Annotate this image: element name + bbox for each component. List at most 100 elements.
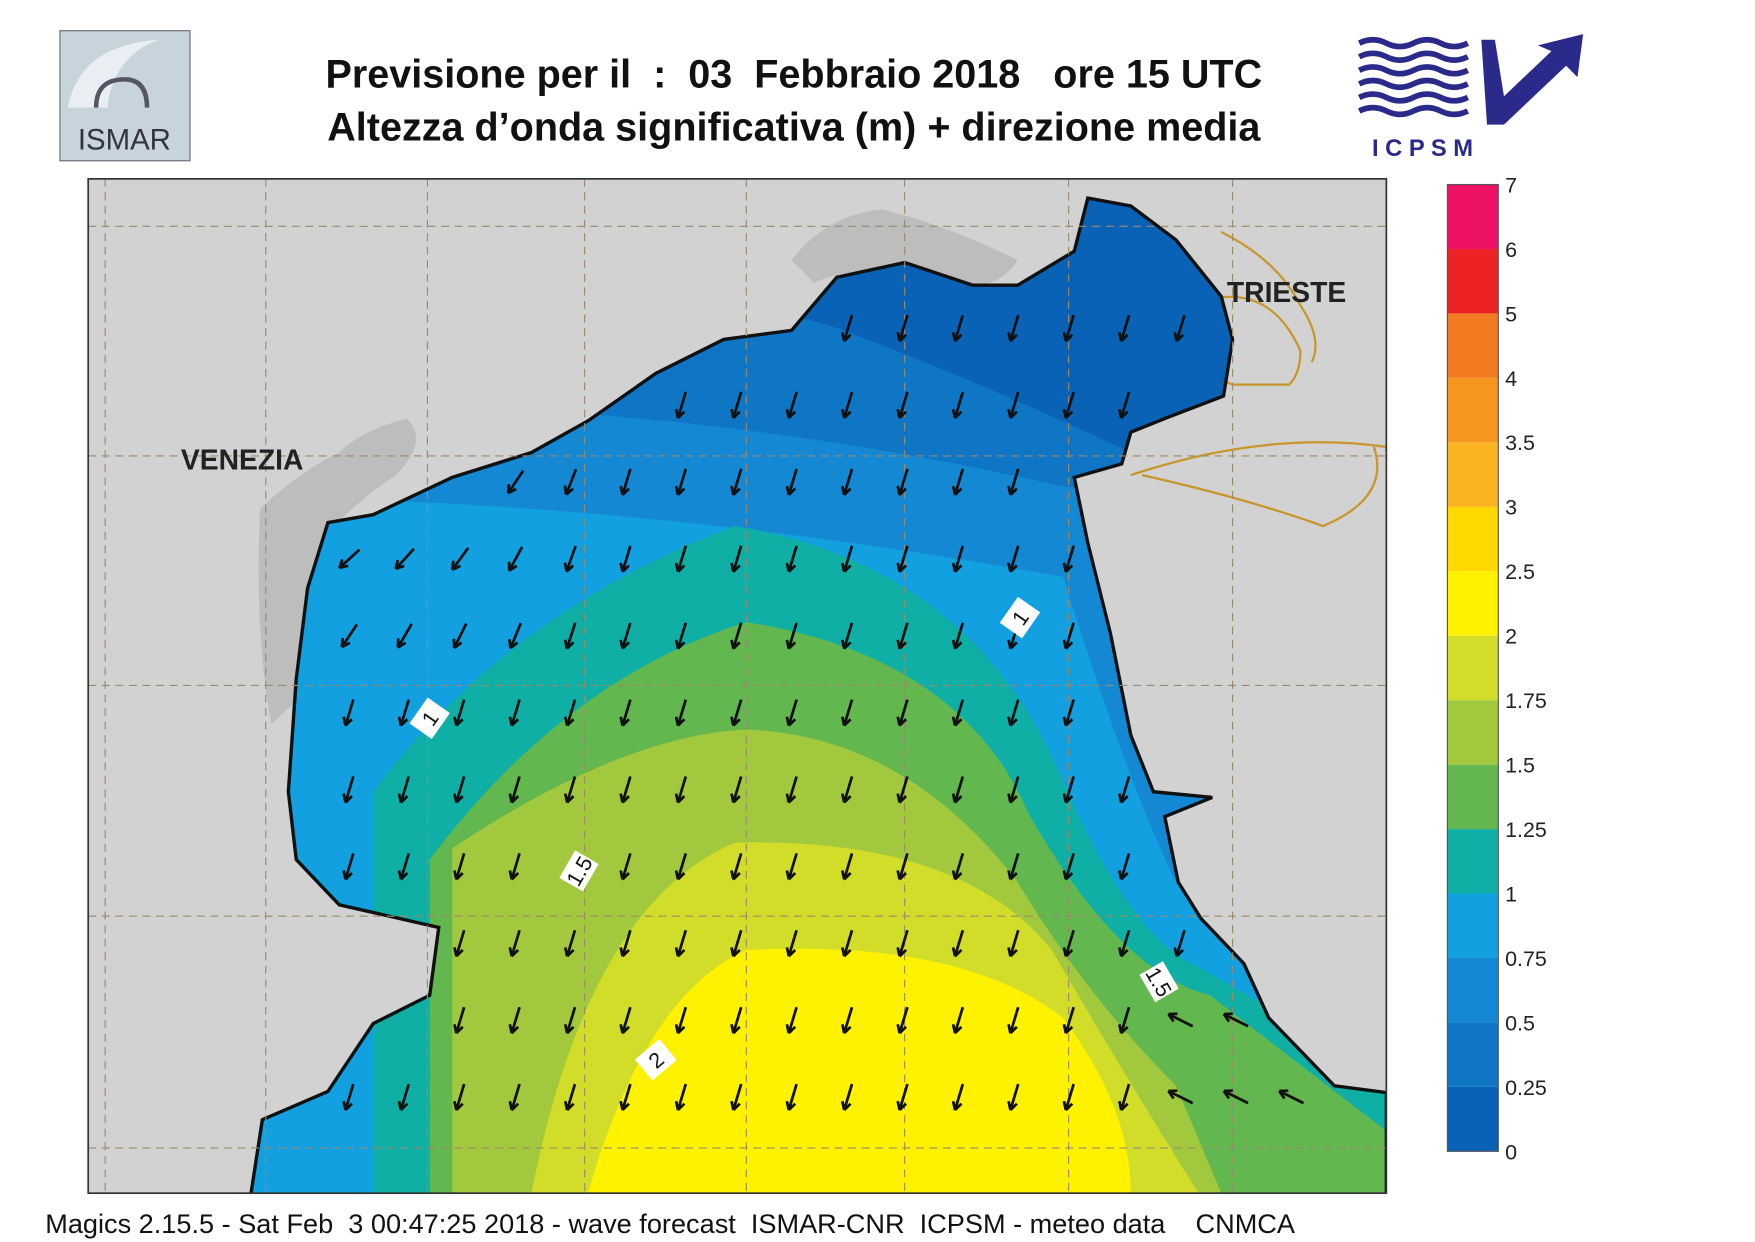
colorbar-label: 0.25 [1505,1076,1547,1100]
colorbar-label: 1 [1505,882,1517,906]
arrow [397,776,411,804]
arrow [730,929,743,958]
arrow [785,391,798,419]
arrow [619,929,632,958]
colorbar-band [1447,764,1499,830]
arrow [785,699,798,727]
arrow [841,776,854,804]
arrow [342,1083,355,1112]
arrow [1118,852,1131,881]
logo-text: ISMAR [78,123,171,156]
ismar-logo: ISMAR [59,30,191,162]
contour-label-bg [999,596,1041,639]
arrow [841,1006,854,1035]
arrow [1278,1089,1305,1105]
arrow [397,699,411,727]
arrow [951,314,965,343]
arrow [674,468,688,496]
arrow [1118,1006,1131,1035]
arrow [841,622,854,650]
arrow [951,1083,965,1112]
arrow [896,1083,909,1112]
arrow [1118,776,1131,804]
contour-label-bg [409,697,450,740]
arrow [1062,852,1075,881]
arrow [619,699,632,727]
border [1220,230,1317,363]
arrow [674,699,688,727]
colorbar-band [1447,893,1499,958]
icpsm-logo: I C P S M [1357,34,1584,162]
arrow [785,776,798,804]
arrow [841,468,854,496]
arrow [508,776,521,804]
arrow [896,699,909,727]
colorbar-band [1447,829,1499,894]
arrow [674,1083,688,1112]
arrow [730,468,743,496]
arrow [619,545,632,573]
arrow [951,776,965,804]
arrow [453,852,466,881]
arrow [563,776,577,804]
footer: Magics 2.15.5 - Sat Feb 3 00:47:25 2018 … [45,1208,1296,1239]
arrow [563,468,578,496]
arrow [674,852,688,881]
colorbar-band [1447,442,1499,507]
arrow [507,546,524,572]
arrow [396,623,413,649]
arrow [508,1006,521,1035]
arrow [619,776,632,804]
arrow [841,1083,854,1112]
colorbar-band [1447,957,1499,1023]
arrow [674,545,688,573]
colorbar-label: 1.5 [1505,754,1535,778]
arrow [563,1083,577,1112]
colorbar-label: 7 [1505,173,1517,197]
subtitle: Altezza d’onda significativa (m) + direz… [327,105,1261,149]
colorbar-band [1447,184,1499,249]
arrow [896,545,909,573]
coastline [249,196,1387,1194]
arrow [1118,314,1131,343]
arrow [674,776,688,804]
colorbar-label: 1.25 [1505,818,1547,842]
arrow [730,776,743,804]
contour-label-bg [1139,961,1179,1003]
map-frame [87,178,1388,1195]
arrow [785,1083,798,1112]
arrow [1062,314,1075,343]
arrow [674,622,688,650]
arrow [563,622,577,650]
arrow [896,852,909,881]
arrow [896,391,909,419]
place-label: TRIESTE [1227,276,1346,308]
arrow [508,1083,521,1112]
arrow [506,469,525,495]
arrow [342,699,355,727]
arrow [1062,699,1075,727]
arrow [619,468,632,496]
arrow [1007,391,1020,419]
arrow [896,929,909,958]
arrow [785,1006,798,1035]
arrow [1007,852,1020,881]
arrow [1118,929,1131,958]
colorbar-label: 4 [1505,367,1517,391]
colorbar-label: 2.5 [1505,560,1535,584]
arrow [1167,1012,1194,1028]
direction-arrows [338,314,1305,1112]
colorbar-frame [1446,183,1499,1152]
colorbar-band [1447,571,1499,636]
arrow [453,1083,466,1112]
arrow [785,852,798,881]
arrow [1062,929,1075,958]
colorbar-band [1447,506,1499,572]
arrow [1222,1012,1249,1028]
colorbar-band [1447,313,1499,378]
arrow [730,1083,743,1112]
contour-label: 1 [999,596,1041,639]
arrow [841,929,854,958]
place-label: VENEZIA [181,443,303,475]
